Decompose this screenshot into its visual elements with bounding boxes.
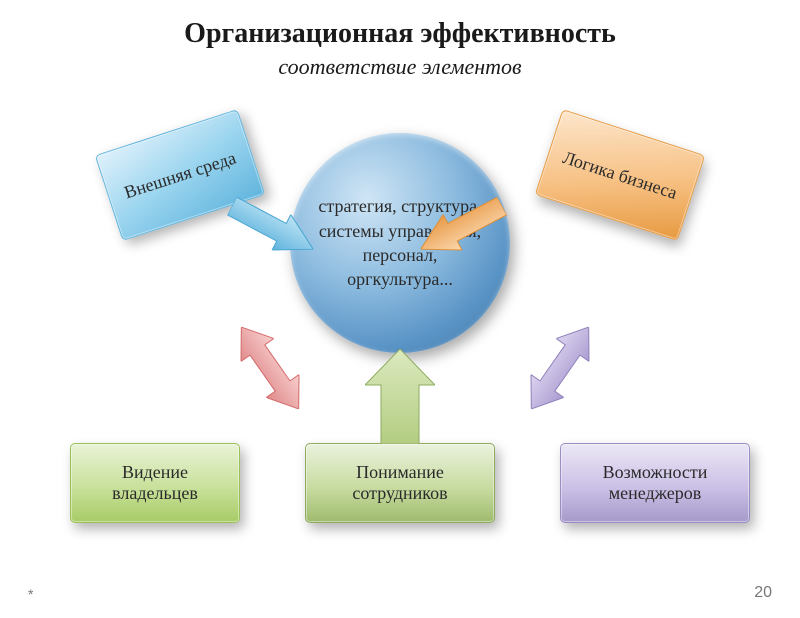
node-business-logic: Логика бизнеса [535,109,705,241]
center-node: стратегия, структура, системы управления… [290,133,510,353]
node-managers-capabilities: Возможности менеджеров [560,443,750,523]
arrow-managers-bidirectional [515,316,605,421]
slide-title: Организационная эффективность [0,18,800,50]
node-label: Логика бизнеса [560,147,680,204]
arrow-staff-up [365,349,435,444]
node-owners-vision: Видение владельцев [70,443,240,523]
slide-subtitle: соответствие элементов [0,54,800,80]
arrow-owners-bidirectional [225,316,315,421]
node-label: Понимание сотрудников [320,462,480,504]
page-number: 20 [754,584,772,602]
node-staff-understanding: Понимание сотрудников [305,443,495,523]
node-label: Возможности менеджеров [575,462,735,504]
node-label: Внешняя среда [122,147,239,203]
node-label: Видение владельцев [85,462,225,504]
